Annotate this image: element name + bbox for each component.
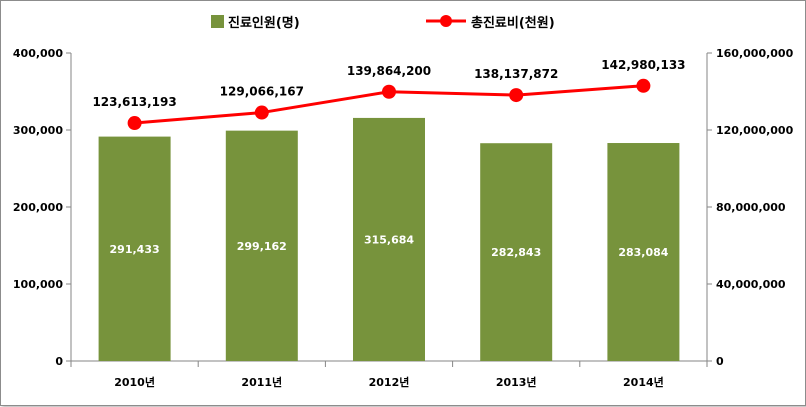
x-tick-label: 2012년 bbox=[369, 375, 410, 389]
y-left-tick-label: 400,000 bbox=[13, 47, 63, 60]
line-data-label: 142,980,133 bbox=[601, 58, 685, 72]
bar bbox=[225, 130, 298, 361]
line-data-label: 129,066,167 bbox=[220, 85, 304, 99]
line-point bbox=[254, 105, 269, 120]
x-tick-label: 2014년 bbox=[623, 375, 664, 389]
bar-data-label: 282,843 bbox=[491, 246, 541, 259]
x-tick-label: 2011년 bbox=[241, 375, 282, 389]
y-right-tick-label: 0 bbox=[716, 355, 724, 368]
x-tick-label: 2010년 bbox=[114, 375, 155, 389]
bar bbox=[353, 117, 425, 362]
legend-swatch-bar bbox=[211, 15, 224, 28]
bar bbox=[607, 143, 680, 361]
y-right-tick-label: 80,000,000 bbox=[716, 201, 786, 214]
line-point bbox=[127, 116, 142, 131]
line-point bbox=[636, 78, 651, 93]
legend-swatch-marker bbox=[440, 15, 452, 27]
x-tick-label: 2013년 bbox=[496, 375, 537, 389]
axes: 0 100,000 200,000 300,000 400,000 0 40,000,000… bbox=[13, 47, 794, 389]
bar-data-label: 283,084 bbox=[618, 246, 668, 259]
y-right-tick-label: 40,000,000 bbox=[716, 278, 786, 291]
line-series bbox=[127, 78, 651, 131]
y-right-tick-label: 160,000,000 bbox=[716, 47, 794, 60]
y-left-tick-label: 200,000 bbox=[13, 201, 63, 214]
data-labels: 291,433 299,162 315,684 282,843 283,084 123,6… bbox=[92, 58, 685, 259]
bar-data-label: 299,162 bbox=[237, 240, 287, 253]
y-left-tick-label: 300,000 bbox=[13, 124, 63, 137]
bars bbox=[98, 117, 680, 362]
legend-label-line: 총진료비(천원) bbox=[471, 15, 555, 31]
legend: 진료인원(명) 총진료비(천원) bbox=[211, 15, 555, 31]
bar-data-label: 291,433 bbox=[110, 243, 160, 256]
bar-data-label: 315,684 bbox=[364, 233, 414, 246]
legend-label-bar: 진료인원(명) bbox=[228, 15, 300, 31]
bar bbox=[480, 143, 553, 361]
line-point bbox=[509, 88, 524, 103]
line-data-label: 123,613,193 bbox=[92, 95, 176, 109]
y-right-tick-label: 120,000,000 bbox=[716, 124, 794, 137]
line-data-label: 139,864,200 bbox=[347, 64, 431, 78]
bar bbox=[98, 136, 171, 361]
line-point bbox=[382, 84, 396, 99]
line-data-label: 138,137,872 bbox=[474, 67, 558, 81]
y-left-tick-label: 100,000 bbox=[13, 278, 63, 291]
y-left-tick-label: 0 bbox=[55, 355, 63, 368]
